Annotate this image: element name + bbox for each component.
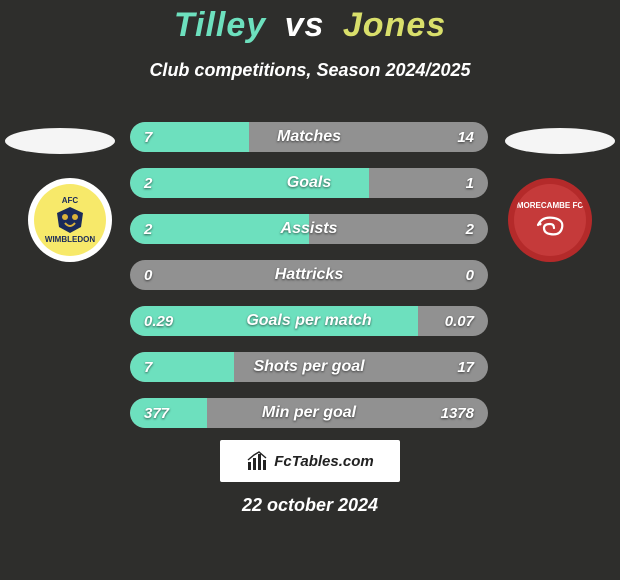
club-left-crest-icon <box>53 205 87 235</box>
club-left-text-bottom: WIMBLEDON <box>45 235 95 244</box>
stat-label: Matches <box>130 122 488 152</box>
stat-row: 00Hattricks <box>130 260 488 290</box>
player-avatar-left <box>5 128 115 154</box>
club-right-shrimp-icon <box>530 210 570 240</box>
stat-label: Goals <box>130 168 488 198</box>
player-avatar-right <box>505 128 615 154</box>
stat-row: 714Matches <box>130 122 488 152</box>
stat-bars: 714Matches 21Goals 22Assists 00Hattricks 0.2… <box>130 122 488 444</box>
title-right-name: Jones <box>343 6 446 44</box>
title: Tilley vs Jones <box>0 6 620 45</box>
site-logo: FcTables.com <box>220 440 400 482</box>
stat-row: 21Goals <box>130 168 488 198</box>
subtitle: Club competitions, Season 2024/2025 <box>0 60 620 81</box>
title-left-name: Tilley <box>174 6 266 44</box>
club-badge-right-inner: MORECAMBE FC <box>514 184 586 256</box>
bar-chart-icon <box>246 450 268 472</box>
stat-row: 0.290.07Goals per match <box>130 306 488 336</box>
stat-label: Shots per goal <box>130 352 488 382</box>
date-text: 22 october 2024 <box>0 495 620 516</box>
stat-label: Hattricks <box>130 260 488 290</box>
club-right-text-top: MORECAMBE FC <box>517 201 583 210</box>
stat-label: Assists <box>130 214 488 244</box>
club-badge-right: MORECAMBE FC <box>508 178 592 262</box>
club-left-text-top: AFC <box>62 196 78 205</box>
comparison-infographic: Tilley vs Jones Club competitions, Seaso… <box>0 0 620 580</box>
stat-row: 717Shots per goal <box>130 352 488 382</box>
club-badge-left: AFC WIMBLEDON <box>28 178 112 262</box>
stat-row: 3771378Min per goal <box>130 398 488 428</box>
stat-row: 22Assists <box>130 214 488 244</box>
site-logo-text: FcTables.com <box>274 453 373 470</box>
stat-label: Goals per match <box>130 306 488 336</box>
title-vs: vs <box>285 6 325 44</box>
stat-label: Min per goal <box>130 398 488 428</box>
club-badge-left-inner: AFC WIMBLEDON <box>34 184 106 256</box>
